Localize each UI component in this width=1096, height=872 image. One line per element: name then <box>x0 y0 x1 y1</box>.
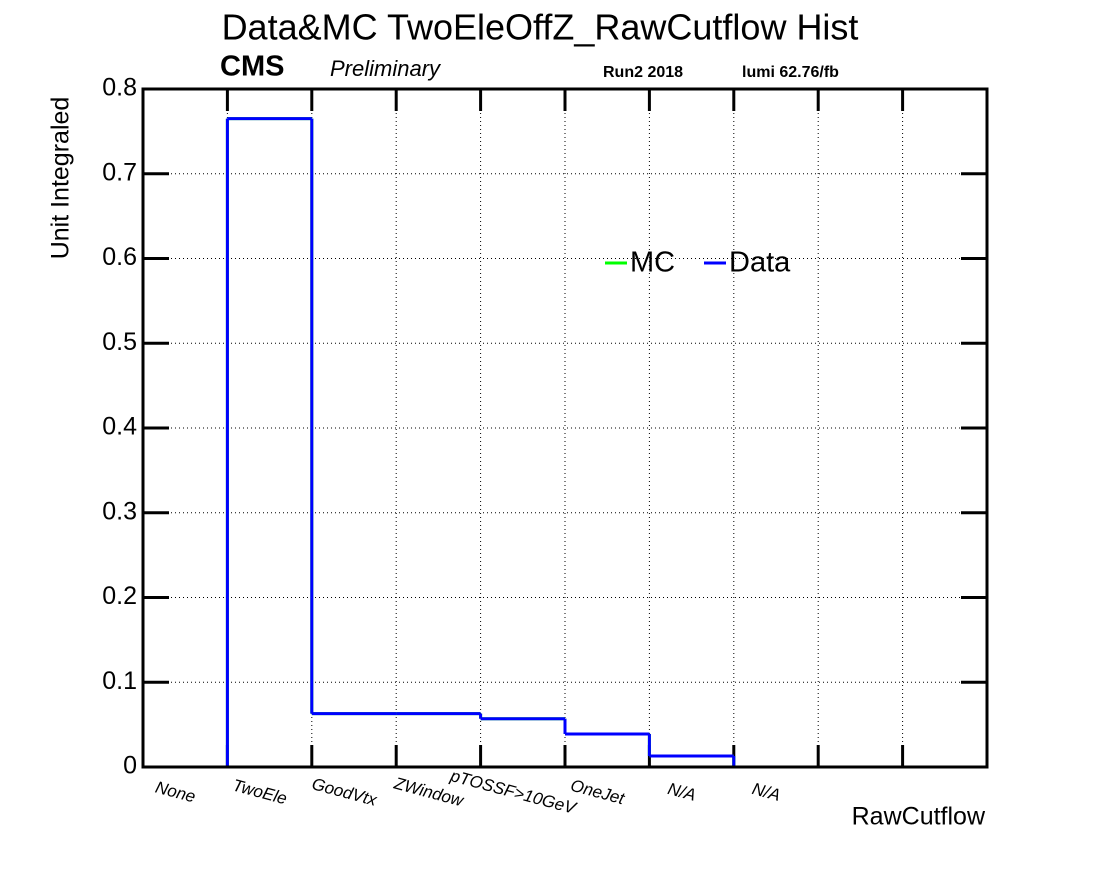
chart-title: Data&MC TwoEleOffZ_RawCutflow Hist <box>222 7 859 48</box>
plot-frame <box>141 87 989 769</box>
y-tick-label: 0 <box>123 752 137 780</box>
y-tick-label: 0.2 <box>102 582 137 610</box>
experiment-label: CMS <box>220 51 284 83</box>
x-axis-label: RawCutflow <box>852 803 986 831</box>
status-label: Preliminary <box>330 56 442 81</box>
y-tick-label: 0.5 <box>102 328 137 356</box>
y-tick-label: 0.4 <box>102 413 137 441</box>
y-tick-label: 0.8 <box>102 74 137 102</box>
y-axis-label: Unit Integraled <box>47 97 75 260</box>
y-tick-label: 0.1 <box>102 667 137 695</box>
legend-label: MC <box>630 247 675 279</box>
lumi-label: lumi 62.76/fb <box>742 64 839 81</box>
legend-label: Data <box>729 247 791 279</box>
y-tick-label: 0.7 <box>102 158 137 186</box>
y-tick-label: 0.3 <box>102 497 137 525</box>
run-label: Run2 2018 <box>603 64 683 81</box>
y-tick-label: 0.6 <box>102 243 137 271</box>
